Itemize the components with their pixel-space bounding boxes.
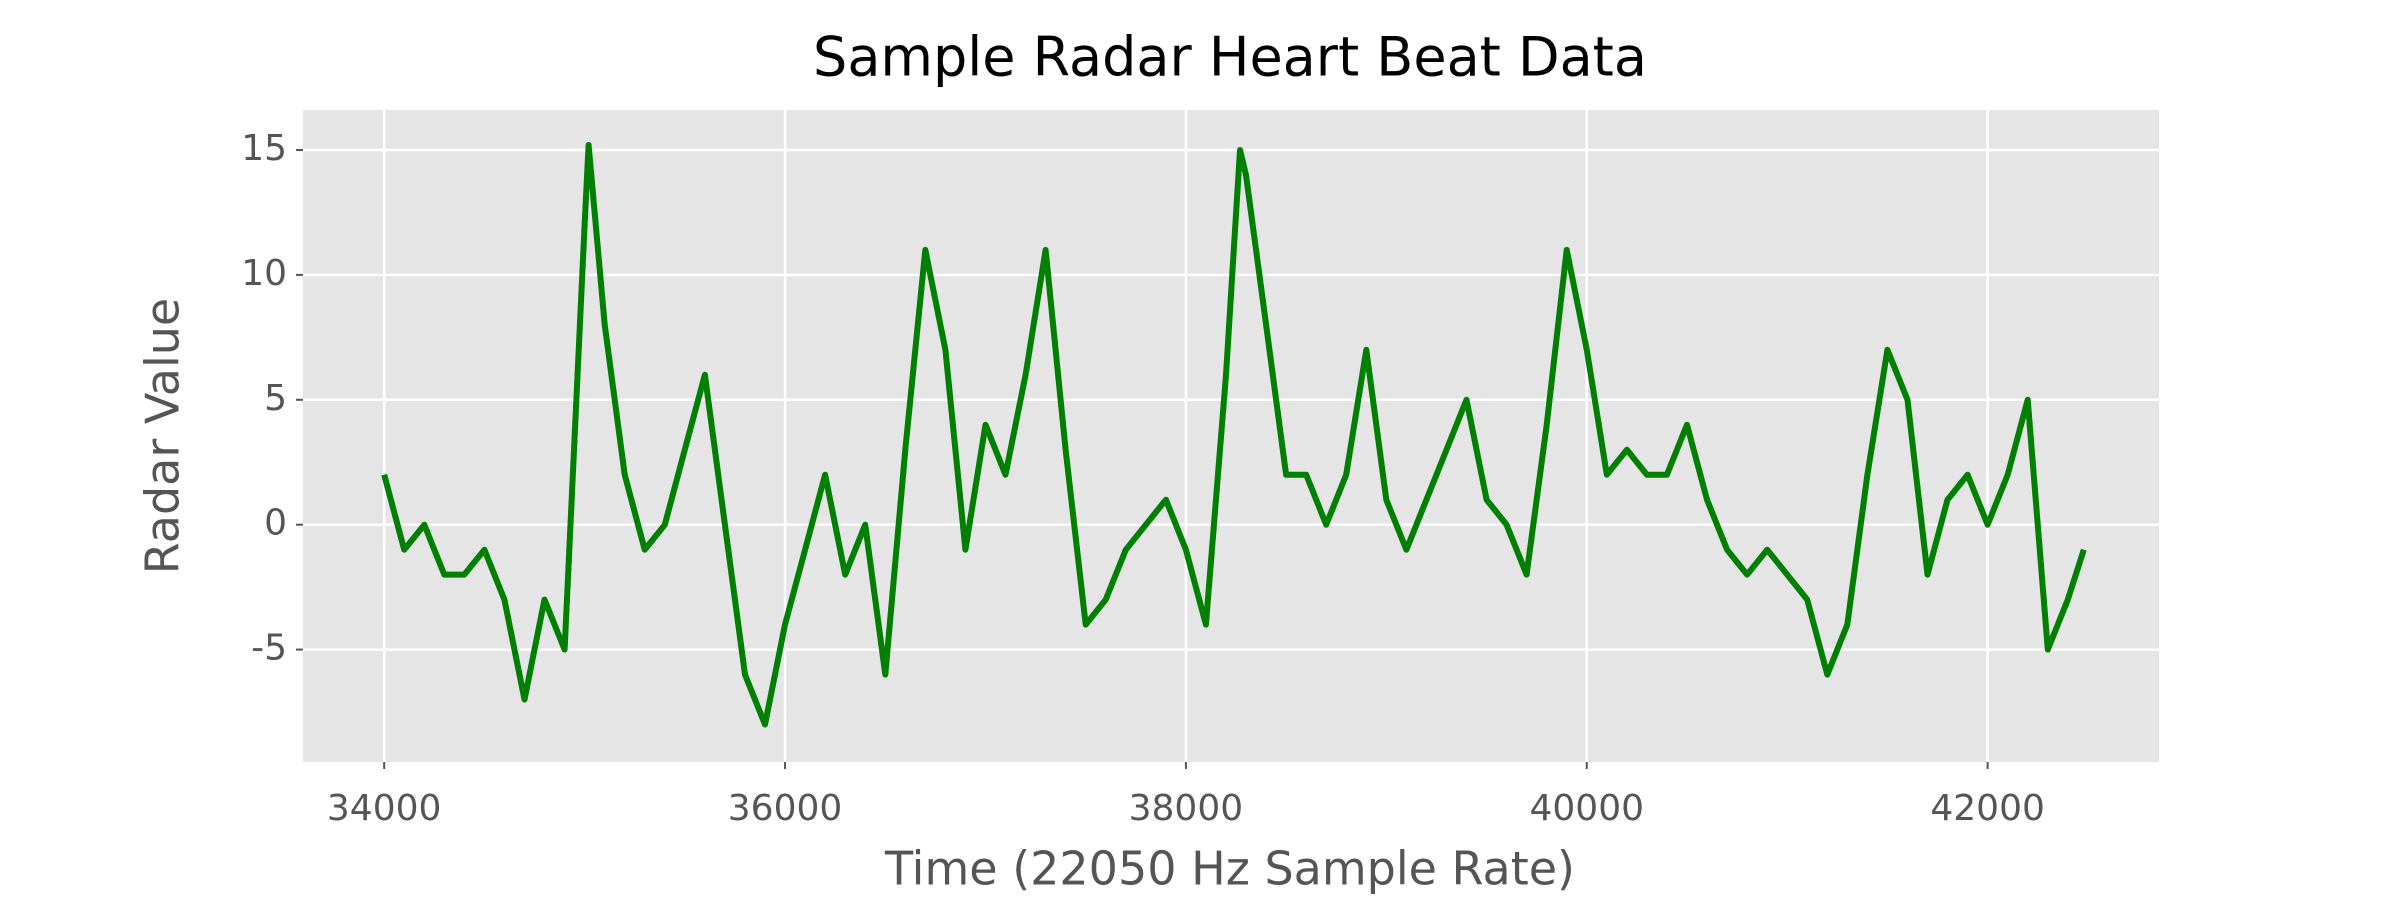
y-tick-label: -5: [251, 628, 287, 669]
plot-area: [303, 110, 2159, 762]
y-tick-label: 10: [241, 253, 287, 294]
x-tick-label: 34000: [327, 788, 442, 829]
y-tick-label: 15: [241, 128, 287, 169]
y-axis-label: Radar Value: [136, 298, 190, 574]
x-tick-label: 40000: [1530, 788, 1645, 829]
y-tick-label: 0: [264, 503, 287, 544]
chart-title: Sample Radar Heart Beat Data: [813, 26, 1647, 89]
data-line: [381, 142, 2087, 728]
x-tick-label: 38000: [1129, 788, 1244, 829]
y-tick-label: 5: [264, 378, 287, 419]
x-tick-label: 36000: [728, 788, 843, 829]
x-tick-label: 42000: [1930, 788, 2045, 829]
x-axis-label: Time (22050 Hz Sample Rate): [884, 842, 1575, 896]
